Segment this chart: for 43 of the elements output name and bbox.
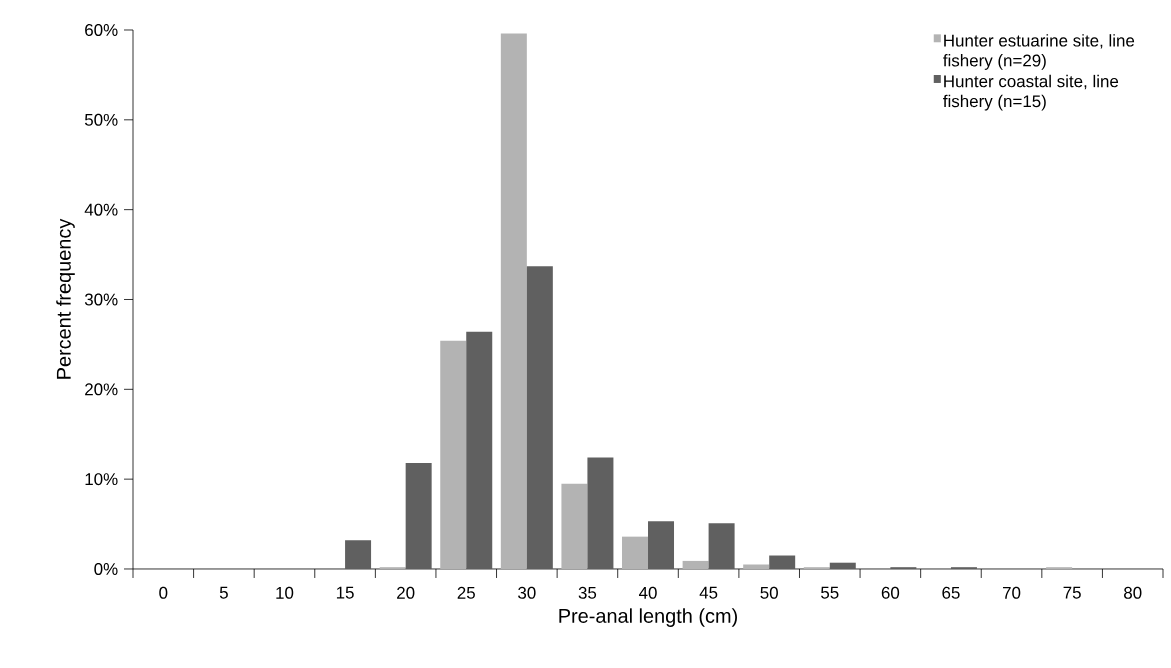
- x-tick-label: 15: [336, 586, 354, 599]
- y-axis-title: Percent frequency: [56, 218, 75, 379]
- x-tick-label: 30: [518, 586, 536, 599]
- y-tick-label: 20%: [85, 383, 118, 396]
- x-tick-label: 55: [821, 586, 839, 599]
- x-tick-label: 10: [276, 586, 294, 599]
- x-axis-title: Pre-anal length (cm): [559, 608, 737, 627]
- x-tick-label: 50: [760, 586, 778, 599]
- legend-label: Hunter coastal site, line fishery (n=15): [943, 74, 1119, 111]
- y-tick-label: 0%: [94, 562, 118, 575]
- bar: [345, 540, 372, 569]
- bar: [708, 523, 735, 569]
- bar: [561, 483, 588, 569]
- y-tick-label: 50%: [84, 113, 118, 126]
- bar: [682, 560, 709, 569]
- x-tick-label: 0: [159, 586, 168, 599]
- bar: [440, 340, 467, 569]
- y-tick-label: 30%: [84, 293, 118, 306]
- bar: [526, 266, 553, 569]
- bar: [743, 564, 770, 569]
- x-tick-label: 20: [397, 586, 415, 599]
- legend-label: Hunter estuarine site, line fishery (n=29): [943, 34, 1135, 70]
- bar: [829, 562, 856, 569]
- y-tick-label: 40%: [84, 203, 118, 216]
- bar: [769, 555, 796, 569]
- bar: [466, 331, 493, 569]
- bar: [648, 521, 675, 569]
- x-tick-label: 70: [1003, 586, 1021, 599]
- x-tick-label: 45: [699, 586, 718, 599]
- bar: [622, 536, 649, 569]
- x-tick-label: 25: [457, 586, 475, 599]
- x-tick-label: 35: [578, 586, 597, 599]
- x-tick-label: 5: [219, 586, 228, 599]
- bar: [500, 33, 527, 569]
- x-tick-label: 80: [1124, 586, 1142, 599]
- x-tick-label: 65: [942, 586, 960, 599]
- x-tick-label: 60: [881, 586, 900, 599]
- y-tick-label: 60%: [85, 23, 118, 36]
- x-tick-label: 75: [1063, 586, 1081, 599]
- y-tick-label: 10%: [85, 473, 118, 486]
- bar: [587, 457, 614, 569]
- x-tick-label: 40: [638, 586, 657, 599]
- bar: [405, 462, 432, 569]
